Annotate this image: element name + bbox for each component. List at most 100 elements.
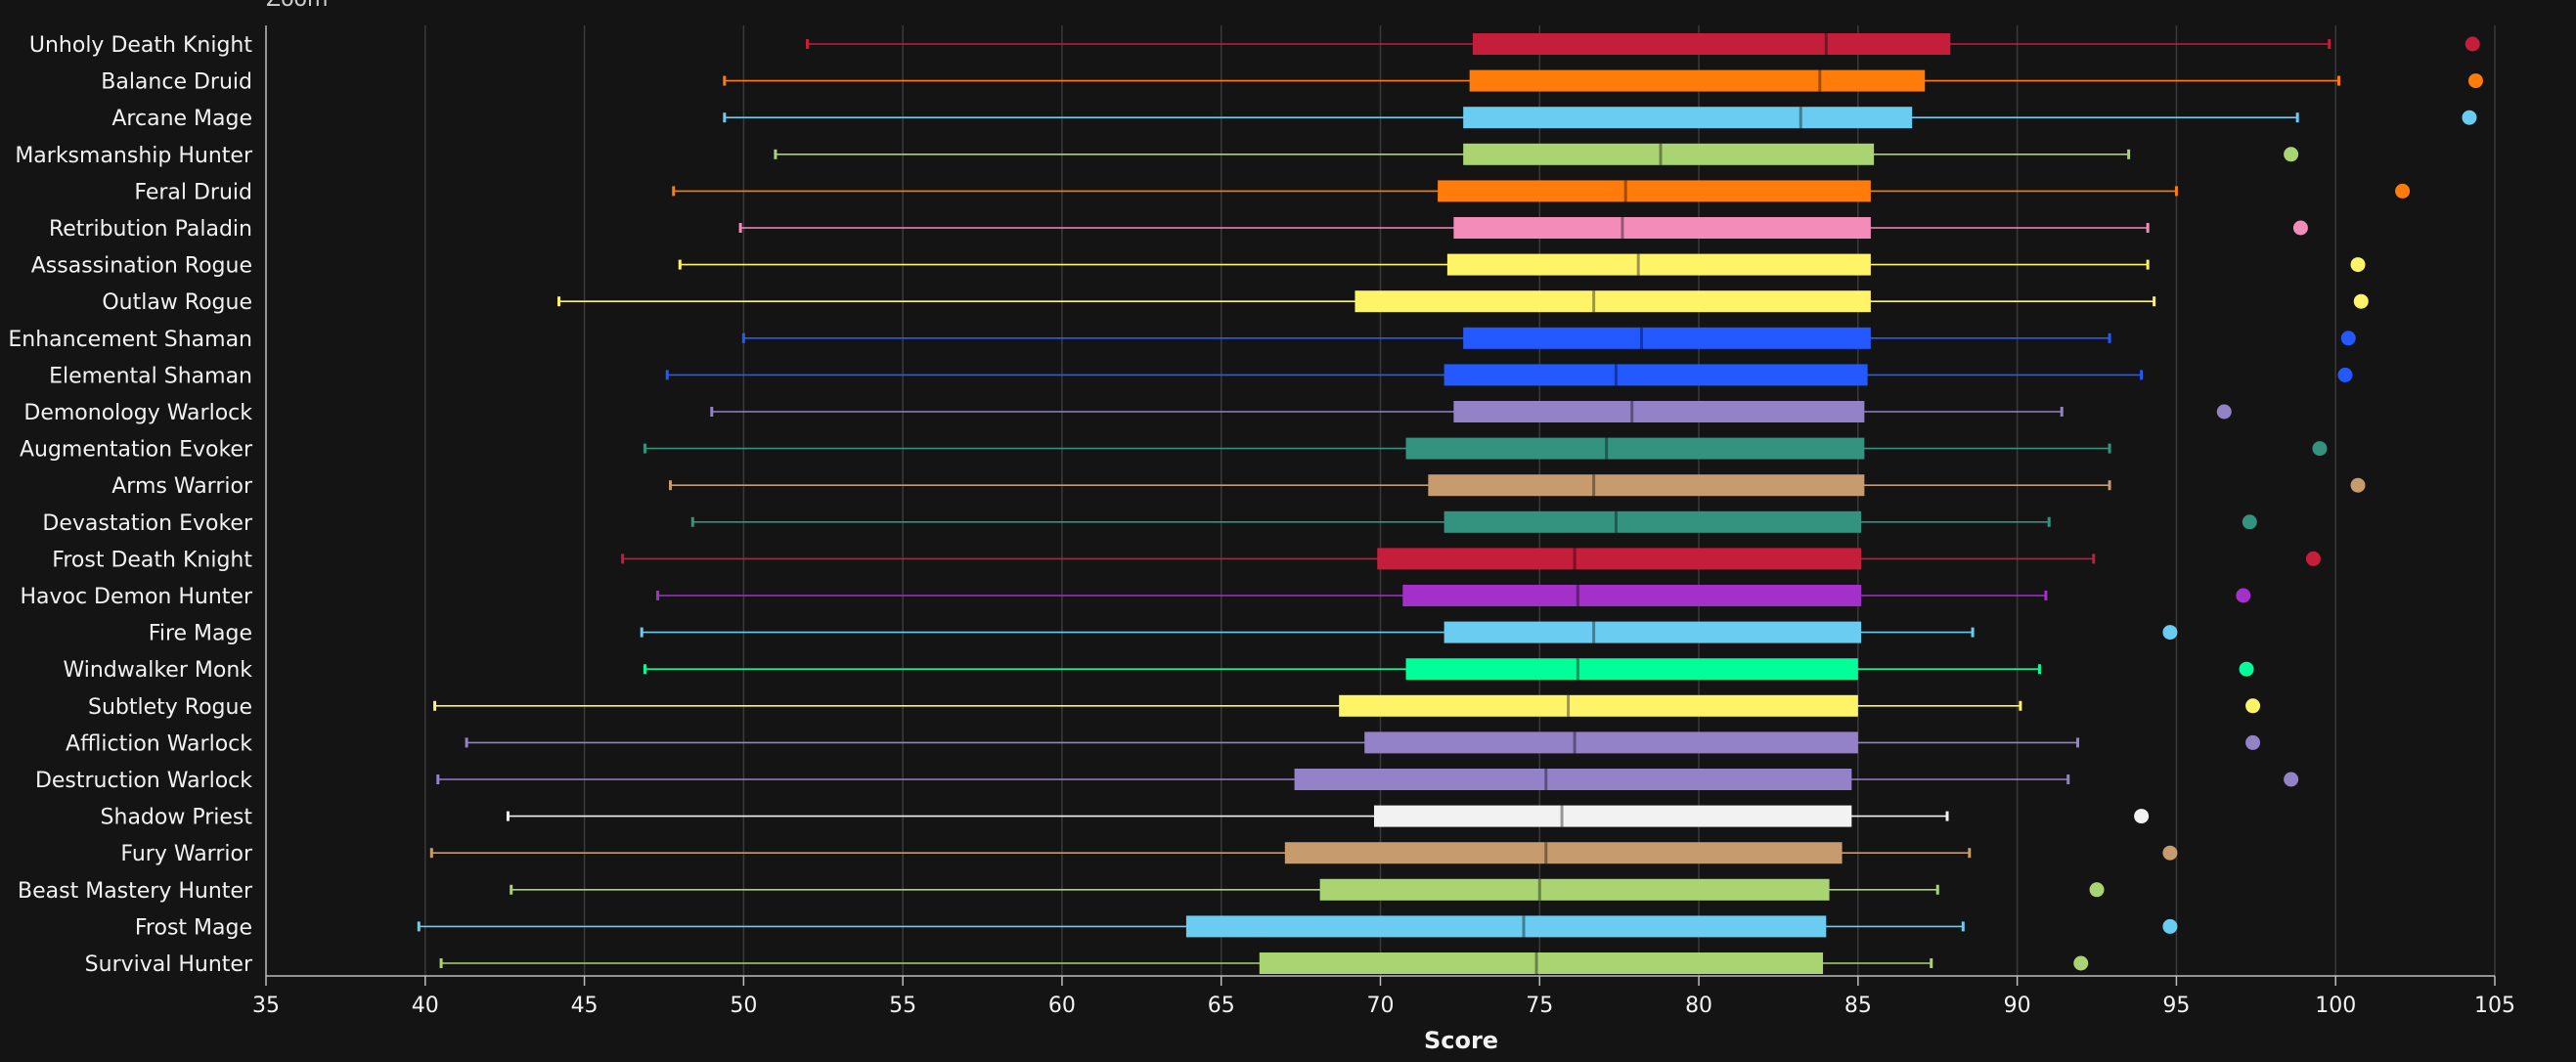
x-tick-label: 65 <box>1208 994 1235 1018</box>
iqr-box <box>1284 842 1843 864</box>
box-row <box>665 364 2353 386</box>
x-axis-ticks: 35 40 45 50 55 60 65 70 75 80 85 90 95 100 105 <box>252 976 2515 1018</box>
category-labels: Unholy Death Knight Balance Druid Arcane M… <box>8 33 253 977</box>
x-tick-label: 40 <box>412 994 439 1018</box>
iqr-box <box>1446 253 1871 276</box>
category-label: Subtlety Rogue <box>88 695 252 720</box>
outlier-point <box>2162 845 2178 861</box>
x-tick-label: 35 <box>252 994 280 1018</box>
outlier-point <box>2395 183 2411 199</box>
category-label: Fury Warrior <box>120 842 253 866</box>
outlier-point <box>2337 367 2353 382</box>
iqr-box <box>1405 658 1858 681</box>
category-label: Devastation Evoker <box>42 511 253 536</box>
category-label: Elemental Shaman <box>49 364 252 388</box>
outlier-point <box>2305 551 2321 566</box>
box-series <box>417 33 2483 974</box>
box-row <box>433 694 2261 717</box>
category-label: Assassination Rogue <box>31 254 252 279</box>
box-row <box>643 658 2254 681</box>
x-tick-label: 55 <box>889 994 916 1018</box>
box-row <box>643 437 2328 460</box>
x-axis-title: Score <box>1424 1027 1498 1054</box>
outlier-point <box>2284 147 2299 162</box>
iqr-box <box>1443 364 1868 386</box>
category-label: Shadow Priest <box>101 806 253 830</box>
box-row <box>655 585 2251 606</box>
iqr-box <box>1463 143 1875 165</box>
outlier-point <box>2134 809 2150 824</box>
category-label: Balance Druid <box>101 70 252 95</box>
x-tick-label: 70 <box>1367 994 1395 1018</box>
x-tick-label: 85 <box>1844 994 1872 1018</box>
x-tick-label: 105 <box>2474 994 2515 1018</box>
x-tick-label: 100 <box>2315 994 2356 1018</box>
box-row <box>774 143 2299 165</box>
iqr-box <box>1355 290 1871 313</box>
box-row <box>723 69 2483 92</box>
category-label: Frost Mage <box>135 915 252 940</box>
category-label: Retribution Paladin <box>49 217 252 242</box>
box-row <box>690 510 2257 533</box>
outlier-point <box>2292 220 2308 236</box>
box-row <box>805 33 2480 55</box>
outlier-point <box>2245 734 2261 750</box>
box-row <box>510 878 2105 901</box>
x-tick-label: 90 <box>2004 994 2031 1018</box>
outlier-point <box>2350 477 2366 493</box>
category-label: Fire Mage <box>149 622 252 646</box>
iqr-box <box>1373 805 1852 827</box>
iqr-box <box>1259 952 1824 974</box>
box-row <box>640 621 2178 643</box>
box-row <box>668 474 2366 497</box>
iqr-box <box>1443 621 1862 643</box>
iqr-box <box>1438 180 1871 202</box>
category-label: Unholy Death Knight <box>29 33 252 58</box>
x-tick-label: 60 <box>1048 994 1076 1018</box>
outlier-point <box>2216 404 2232 420</box>
box-row <box>436 769 2299 790</box>
category-label: Beast Mastery Hunter <box>18 879 253 904</box>
category-label: Frost Death Knight <box>52 548 252 572</box>
outlier-point <box>2462 110 2477 125</box>
box-row <box>741 327 2356 349</box>
outlier-point <box>2467 73 2483 89</box>
box-row <box>465 731 2261 754</box>
box-row <box>439 952 2089 974</box>
outlier-point <box>2239 661 2254 677</box>
iqr-box <box>1463 107 1913 129</box>
x-tick-label: 95 <box>2162 994 2190 1018</box>
iqr-box <box>1185 915 1827 938</box>
iqr-box <box>1443 510 1862 533</box>
category-label: Marksmanship Hunter <box>15 144 253 168</box>
category-label: Arcane Mage <box>111 107 252 131</box>
category-label: Affliction Warlock <box>66 731 252 756</box>
zoom-label[interactable]: Zoom <box>266 0 328 12</box>
outlier-point <box>2465 36 2480 52</box>
category-label: Havoc Demon Hunter <box>20 585 252 609</box>
iqr-box <box>1405 437 1865 460</box>
outlier-point <box>2312 441 2328 457</box>
box-row <box>621 548 2321 570</box>
iqr-box <box>1463 327 1871 349</box>
iqr-box <box>1469 69 1926 92</box>
category-label: Outlaw Rogue <box>102 290 252 315</box>
iqr-box <box>1453 217 1871 239</box>
iqr-box <box>1339 694 1858 717</box>
iqr-box <box>1294 769 1852 790</box>
box-row <box>738 217 2308 239</box>
outlier-point <box>2284 772 2299 787</box>
x-tick-label: 50 <box>730 994 757 1018</box>
x-tick-label: 75 <box>1526 994 1553 1018</box>
iqr-box <box>1402 585 1862 606</box>
x-tick-label: 80 <box>1685 994 1712 1018</box>
iqr-box <box>1453 401 1865 422</box>
outlier-point <box>2089 882 2105 898</box>
outlier-point <box>2340 331 2356 346</box>
outlier-point <box>2236 588 2251 603</box>
iqr-box <box>1364 731 1858 754</box>
iqr-box <box>1319 878 1830 901</box>
box-row <box>557 290 2369 313</box>
box-row <box>672 180 2411 202</box>
